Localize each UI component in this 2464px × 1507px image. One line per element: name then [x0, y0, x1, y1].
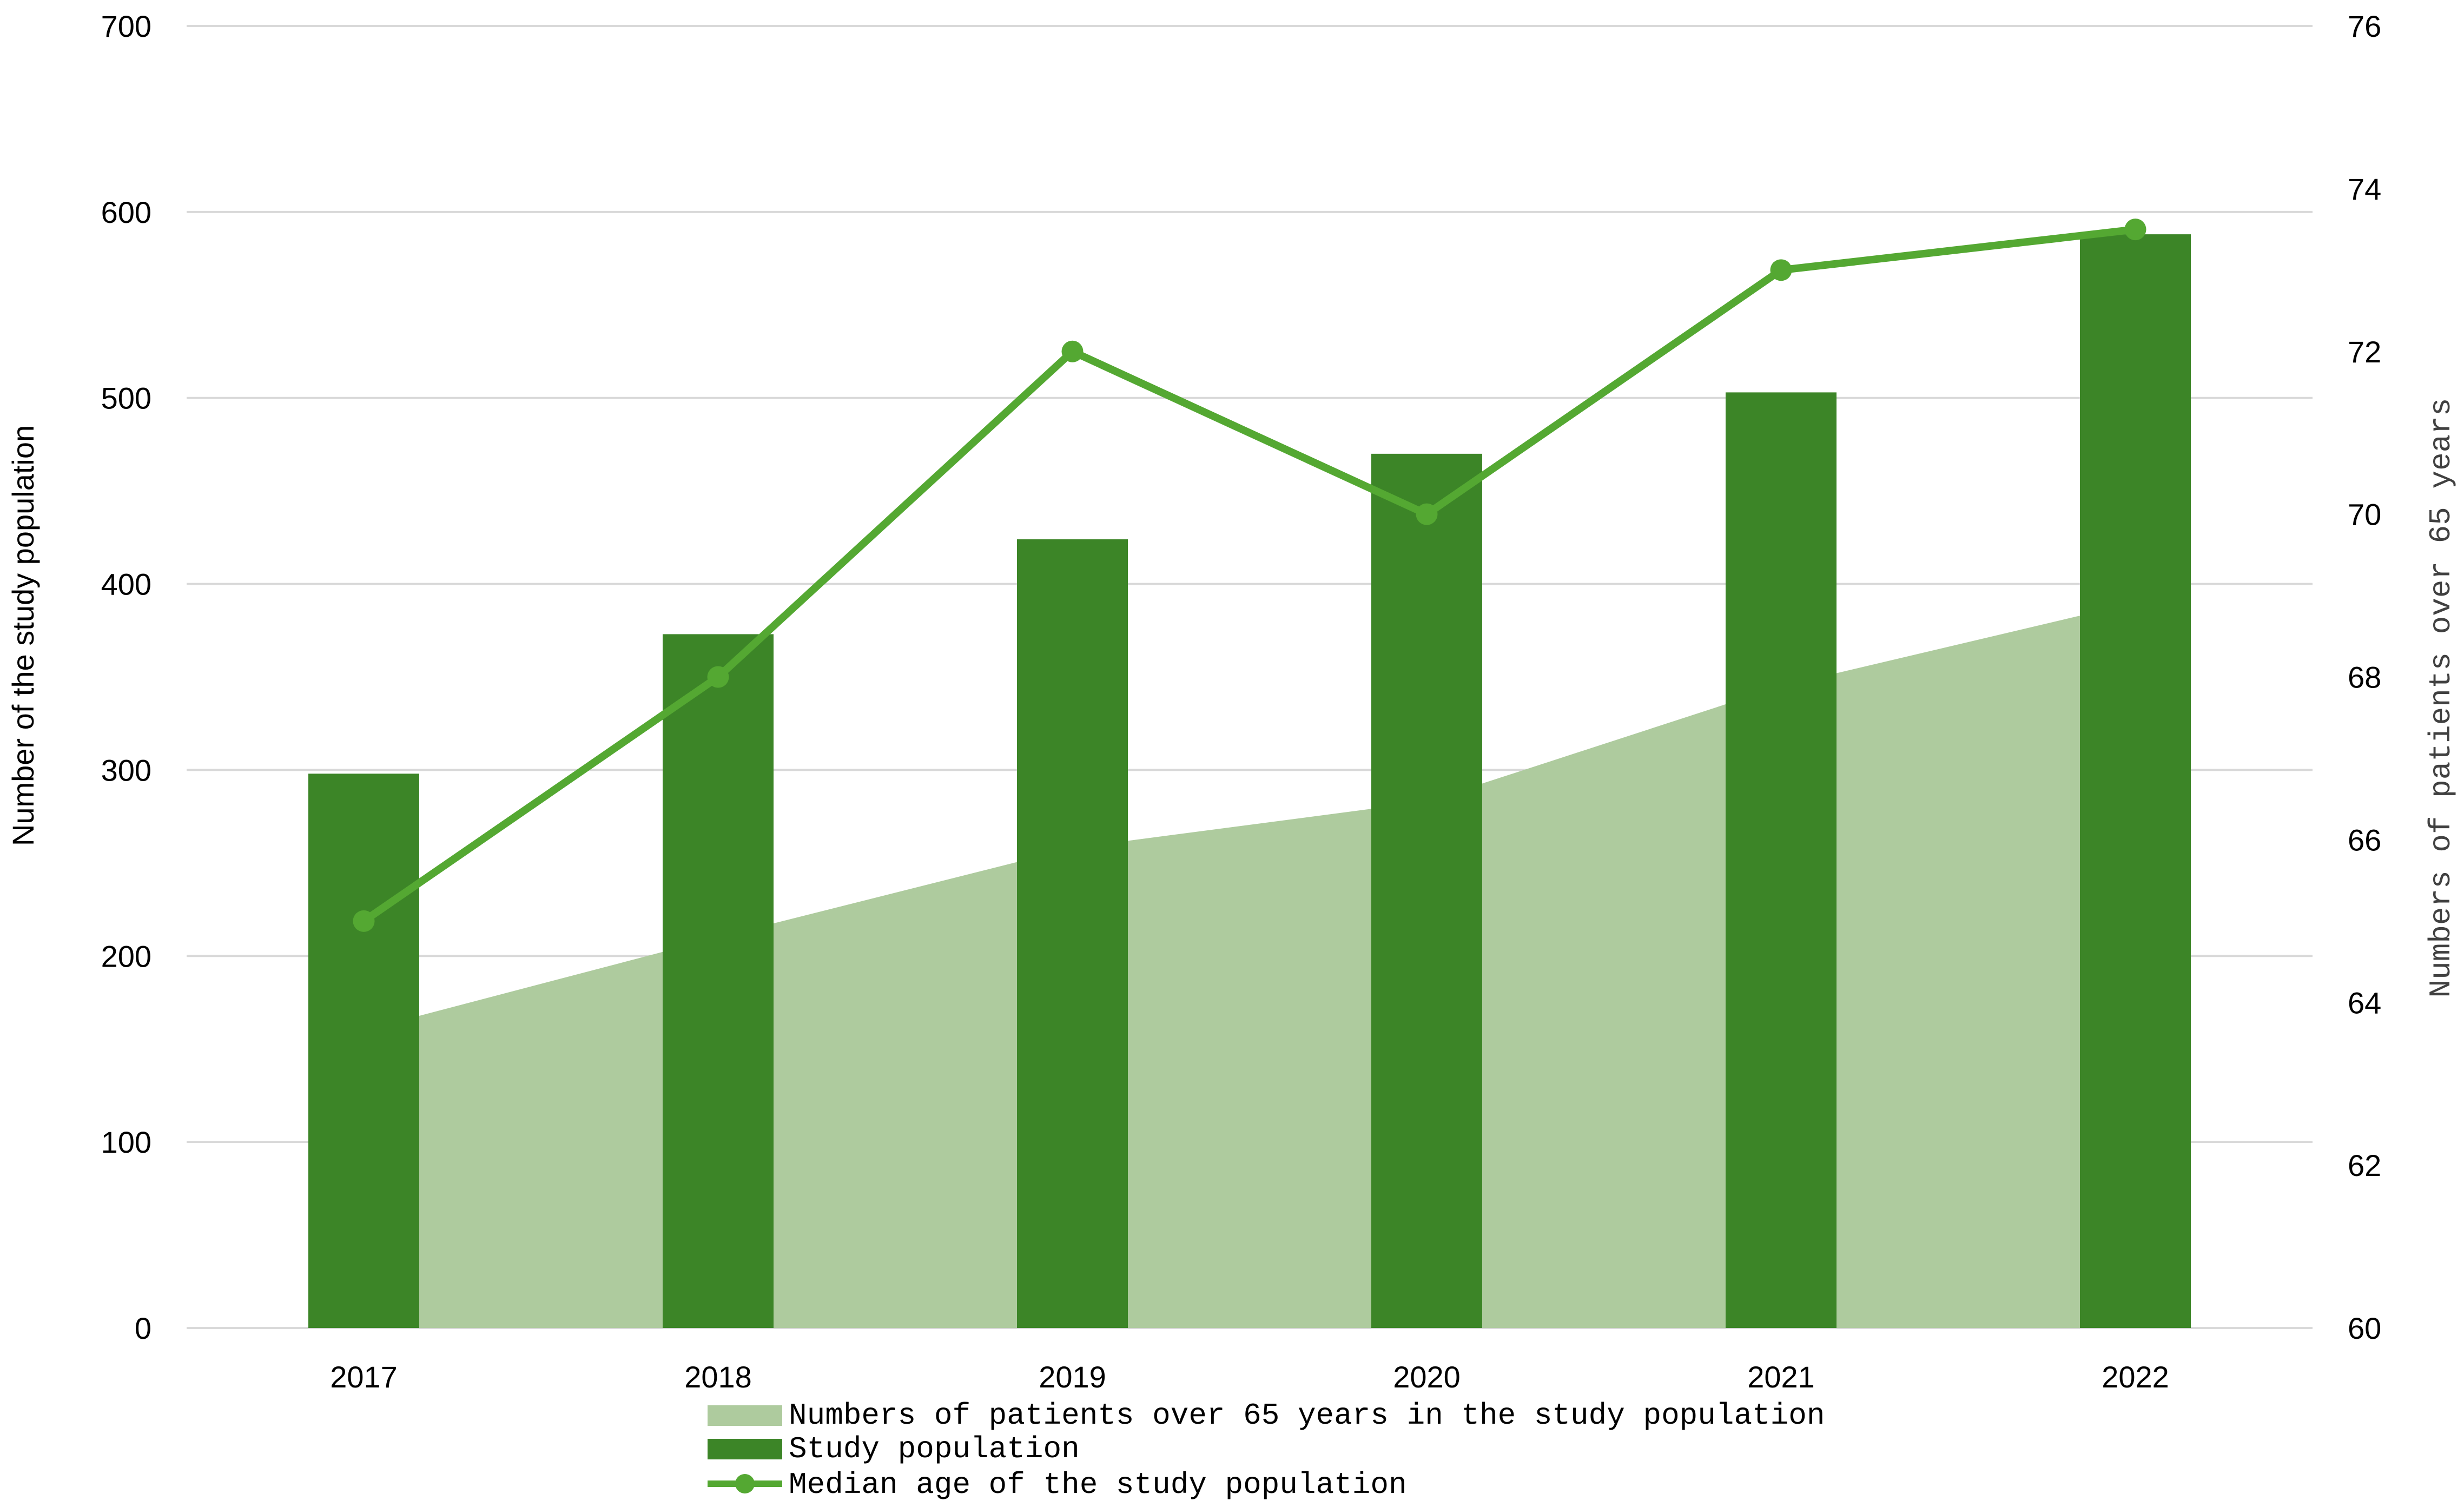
y2-tick-label: 74 — [2348, 172, 2381, 206]
y-tick-label: 300 — [101, 753, 151, 787]
x-tick-label: 2018 — [684, 1360, 752, 1394]
bar[interactable] — [1017, 539, 1128, 1328]
y-tick-label: 600 — [101, 195, 151, 229]
left-axis-ticks: 0 100 200 300 400 500 600 700 — [101, 9, 151, 1345]
area-fill — [364, 602, 2136, 1328]
x-tick-label: 2019 — [1039, 1360, 1106, 1394]
legend-label-bar: Study population — [789, 1432, 1080, 1466]
bar[interactable] — [2080, 234, 2191, 1328]
y2-tick-label: 62 — [2348, 1148, 2381, 1182]
y-axis-title: Number of the study population — [6, 425, 40, 846]
y-tick-label: 400 — [101, 567, 151, 602]
x-tick-label: 2017 — [330, 1360, 398, 1394]
y2-tick-label: 76 — [2348, 9, 2381, 43]
y2-axis-title: Numbers of patients over 65 years — [2424, 398, 2459, 998]
x-axis-ticks: 2017 2018 2019 2020 2021 2022 — [330, 1360, 2169, 1394]
legend-swatch-area — [708, 1405, 782, 1426]
y-tick-label: 200 — [101, 939, 151, 973]
y-tick-label: 0 — [135, 1311, 151, 1345]
bar-series — [308, 234, 2191, 1328]
y-tick-label: 700 — [101, 9, 151, 43]
line-point[interactable] — [1416, 503, 1438, 525]
x-tick-label: 2020 — [1393, 1360, 1461, 1394]
y2-tick-label: 64 — [2348, 986, 2381, 1020]
bar[interactable] — [663, 634, 774, 1328]
legend-item-area[interactable]: Numbers of patients over 65 years in the… — [708, 1398, 1825, 1433]
line-point[interactable] — [1770, 259, 1792, 281]
y2-tick-label: 60 — [2348, 1311, 2381, 1345]
legend-label-area: Numbers of patients over 65 years in the… — [789, 1398, 1825, 1433]
legend-swatch-bar — [708, 1439, 782, 1459]
y2-tick-label: 68 — [2348, 660, 2381, 695]
line-series — [353, 219, 2146, 932]
legend-item-bar[interactable]: Study population — [708, 1432, 1080, 1466]
right-axis-ticks: 60 62 64 66 68 70 72 74 76 — [2348, 9, 2381, 1345]
bar[interactable] — [1726, 392, 1837, 1328]
bar[interactable] — [308, 774, 419, 1328]
line-point[interactable] — [353, 910, 375, 932]
legend: Numbers of patients over 65 years in the… — [708, 1398, 1825, 1502]
x-tick-label: 2021 — [1747, 1360, 1815, 1394]
y-tick-label: 500 — [101, 381, 151, 415]
line-point[interactable] — [2124, 219, 2146, 241]
line-path — [361, 226, 2136, 924]
line-point[interactable] — [707, 666, 729, 688]
legend-label-line: Median age of the study population — [789, 1468, 1407, 1502]
y2-tick-label: 66 — [2348, 823, 2381, 857]
legend-item-line[interactable]: Median age of the study population — [708, 1468, 1407, 1502]
x-tick-label: 2022 — [2102, 1360, 2169, 1394]
y2-tick-label: 72 — [2348, 335, 2381, 369]
area-series — [362, 601, 2137, 1328]
bar[interactable] — [1371, 453, 1482, 1328]
y-tick-label: 100 — [101, 1125, 151, 1159]
line-point[interactable] — [1061, 340, 1084, 362]
y2-tick-label: 70 — [2348, 498, 2381, 532]
legend-swatch-line-marker — [735, 1474, 755, 1493]
